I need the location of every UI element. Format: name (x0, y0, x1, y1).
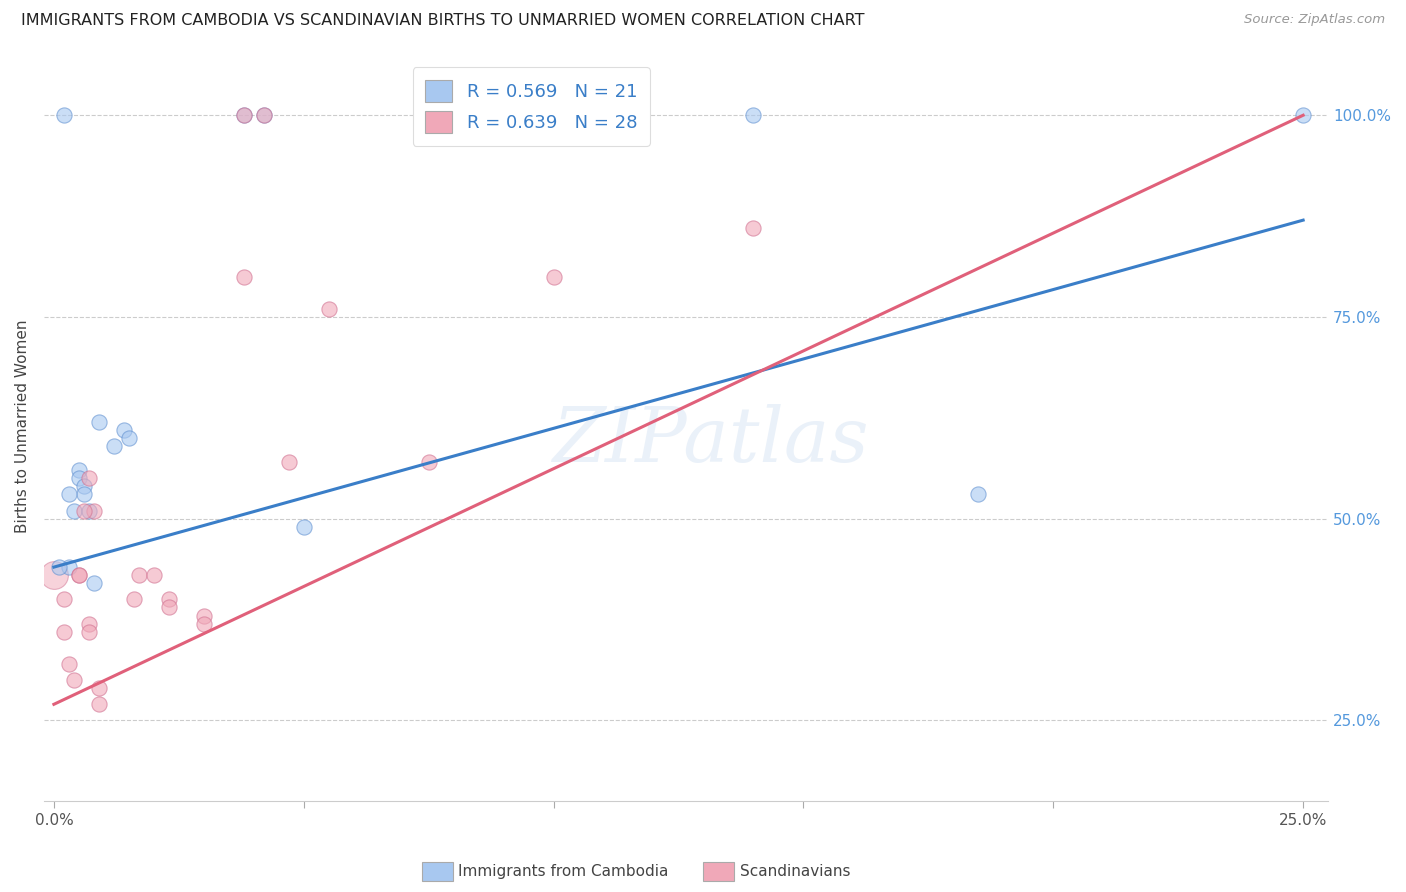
Point (67, 463, 90, 477)
Point (118, 431, 141, 445)
Point (87, 698, 110, 712)
Point (77, 616, 100, 631)
Point (292, 520, 315, 534)
Text: Source: ZipAtlas.com: Source: ZipAtlas.com (1244, 13, 1385, 27)
Point (67, 568, 90, 582)
Point (63, 673, 86, 687)
Point (543, 269, 565, 284)
Point (52, 592, 75, 607)
Point (63, 503, 86, 517)
Point (142, 568, 165, 582)
Text: IMMIGRANTS FROM CAMBODIA VS SCANDINAVIAN BIRTHS TO UNMARRIED WOMEN CORRELATION C: IMMIGRANTS FROM CAMBODIA VS SCANDINAVIAN… (21, 13, 865, 29)
Point (418, 455, 440, 469)
Point (253, 108, 276, 122)
Point (318, 301, 340, 316)
Point (103, 439, 125, 453)
Legend: R = 0.569   N = 21, R = 0.639   N = 28: R = 0.569 N = 21, R = 0.639 N = 28 (412, 67, 650, 145)
Point (52, 108, 75, 122)
Point (1292, 108, 1315, 122)
Point (742, 108, 765, 122)
Point (58, 657, 80, 671)
Point (967, 487, 990, 501)
Point (83, 503, 105, 517)
Point (128, 568, 150, 582)
Text: Immigrants from Cambodia: Immigrants from Cambodia (458, 864, 669, 879)
Point (83, 576, 105, 591)
Point (73, 487, 96, 501)
Point (42, 568, 65, 582)
Point (73, 479, 96, 493)
Point (232, 108, 254, 122)
Point (253, 108, 276, 122)
Text: ZIPatlas: ZIPatlas (554, 404, 870, 478)
Point (52, 624, 75, 639)
Point (193, 608, 215, 623)
Text: Scandinavians: Scandinavians (740, 864, 851, 879)
Point (742, 221, 765, 235)
Point (87, 415, 110, 429)
Point (122, 592, 145, 607)
Y-axis label: Births to Unmarried Women: Births to Unmarried Women (15, 319, 30, 533)
Point (48, 560, 70, 574)
Point (232, 269, 254, 284)
Point (193, 616, 215, 631)
Point (232, 108, 254, 122)
Point (58, 560, 80, 574)
Point (87, 681, 110, 695)
Point (77, 624, 100, 639)
Point (67, 568, 90, 582)
Point (157, 592, 180, 607)
Point (77, 503, 100, 517)
Point (77, 471, 100, 485)
Point (67, 471, 90, 485)
Point (73, 503, 96, 517)
Point (157, 600, 180, 615)
Point (277, 455, 299, 469)
Point (58, 487, 80, 501)
Point (112, 423, 135, 437)
